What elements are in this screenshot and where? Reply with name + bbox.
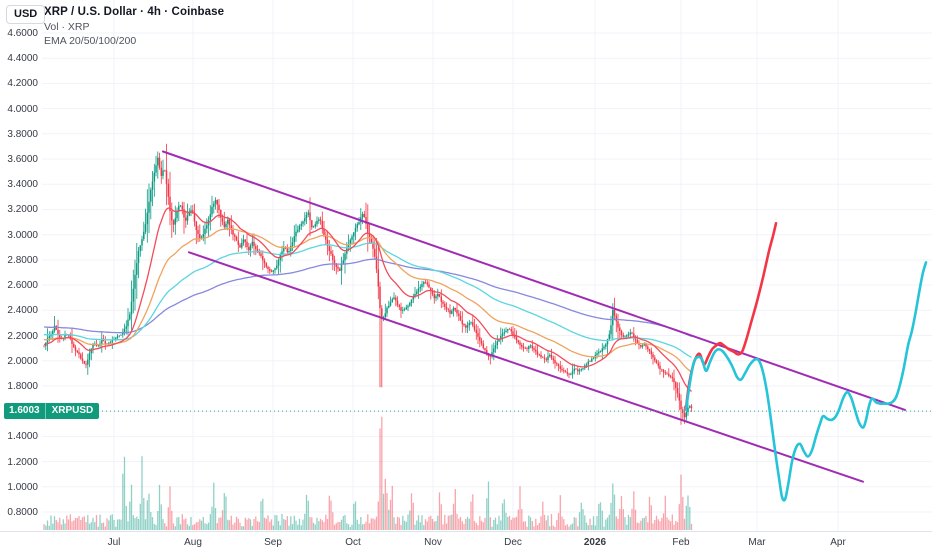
last-price-value: 1.6003: [9, 405, 40, 416]
channel-upper-line: [162, 150, 906, 411]
price-axis-tick: 3.6000: [7, 154, 38, 166]
volume-bars: [43, 416, 693, 530]
price-axis-tick: 2.4000: [7, 305, 38, 317]
time-axis-label: Feb: [672, 537, 690, 548]
last-price-label: 1.6003 XRPUSD: [4, 403, 100, 419]
price-axis-tick: 3.4000: [7, 179, 38, 191]
time-axis-label: Sep: [264, 537, 282, 548]
price-axis-tick: 3.2000: [7, 204, 38, 216]
price-axis-tick: 3.8000: [7, 128, 38, 140]
cyan-projection-line: [684, 261, 928, 502]
legend: XRP / U.S. Dollar · 4h · Coinbase Vol · …: [44, 5, 224, 48]
grid-lines[interactable]: [42, 0, 932, 531]
price-axis-tick: 2.6000: [7, 280, 38, 292]
time-axis-separator: [0, 531, 932, 532]
time-axis-label: Aug: [184, 537, 202, 548]
price-axis-tick: 4.2000: [7, 78, 38, 90]
price-axis-tick: 0.8000: [7, 507, 38, 518]
price-axis-tick: 2.0000: [7, 355, 38, 367]
time-axis-label: 2026: [583, 537, 607, 548]
time-axis-label: Nov: [424, 537, 442, 548]
ema-lines[interactable]: [43, 207, 692, 392]
time-axis-label: Jul: [107, 537, 121, 548]
red-projection-line: [684, 222, 778, 410]
price-axis-tick: 2.2000: [7, 330, 38, 342]
ema-100-line: [43, 242, 692, 358]
vol-indicator-label[interactable]: Vol · XRP: [44, 21, 90, 33]
ema-20-line: [43, 207, 692, 392]
price-axis-tick: 3.0000: [7, 229, 38, 241]
price-axis-tick: 1.0000: [7, 481, 38, 493]
last-price-symbol: XRPUSD: [44, 403, 100, 419]
price-scale[interactable]: 4.6000 4.4000 4.2000 4.0000 3.8000 3.6000 3.40…: [0, 0, 40, 531]
price-axis-tick: 1.8000: [7, 380, 38, 392]
time-scale[interactable]: Jul Aug Sep Oct Nov Dec 2026 Feb Mar Apr: [0, 532, 932, 550]
symbol-title[interactable]: XRP / U.S. Dollar · 4h · Coinbase: [44, 6, 225, 18]
channel-drawing[interactable]: [162, 150, 906, 483]
time-axis-label: Oct: [345, 537, 361, 548]
price-axis-tick: 4.0000: [7, 103, 38, 115]
price-axis-tick: 2.8000: [7, 254, 38, 266]
currency-button[interactable]: USD: [6, 5, 46, 24]
price-axis-tick: 4.6000: [7, 28, 38, 39]
candlesticks: [43, 143, 693, 425]
price-axis-tick: 1.2000: [7, 456, 38, 468]
ema-indicator-label[interactable]: EMA 20/50/100/200: [44, 35, 137, 47]
time-axis-label: Apr: [830, 537, 846, 548]
price-axis-tick: 4.4000: [7, 53, 38, 65]
price-axis-tick: 1.4000: [7, 431, 38, 443]
time-axis-label: Dec: [504, 537, 522, 548]
projection-drawings[interactable]: [684, 222, 928, 502]
time-axis-label: Mar: [748, 537, 766, 548]
ema-200-line: [43, 258, 692, 337]
channel-lower-line: [188, 251, 864, 483]
ema-50-line: [43, 228, 692, 373]
